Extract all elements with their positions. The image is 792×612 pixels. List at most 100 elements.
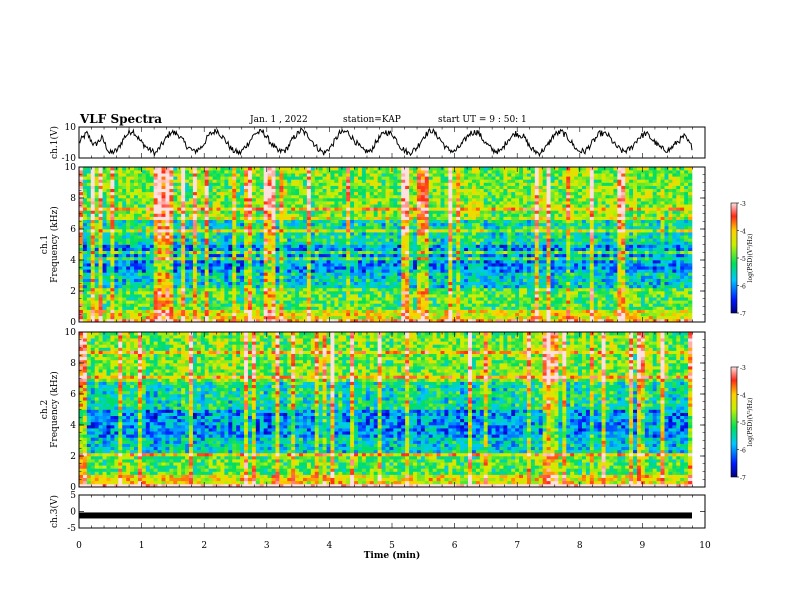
spectrogram-cell	[456, 241, 461, 245]
spectrogram-cell	[228, 294, 233, 298]
spectrogram-cell	[251, 260, 257, 264]
spectrogram-cell	[98, 235, 103, 239]
spectrogram-cell	[263, 225, 268, 230]
spectrogram-cell	[275, 303, 280, 307]
spectrogram-cell	[385, 291, 390, 295]
spectrogram-cell	[263, 260, 268, 264]
spectrogram-cell	[416, 269, 422, 273]
spectrogram-cell	[373, 247, 378, 251]
spectrogram-cell	[672, 287, 677, 292]
spectrogram-cell	[342, 315, 347, 320]
spectrogram-cell	[86, 318, 92, 323]
spectrogram-cell	[648, 281, 654, 286]
spectrogram-cell	[475, 266, 481, 270]
spectrogram-cell	[672, 232, 677, 236]
spectrogram-cell	[365, 238, 371, 242]
spectrogram-cell	[648, 275, 654, 279]
spectrogram-cell	[122, 269, 127, 273]
spectrogram-cell	[680, 269, 685, 273]
spectrogram-cell	[672, 241, 677, 245]
spectrogram-cell	[636, 294, 642, 298]
spectrogram-cell	[507, 300, 512, 304]
spectrogram-cell	[511, 303, 516, 307]
spectrogram-cell	[393, 229, 398, 233]
spectrogram-cell	[373, 250, 378, 255]
spectrogram-cell	[330, 244, 335, 248]
spectrogram-cell	[169, 225, 174, 230]
spectrogram-cell	[597, 318, 602, 323]
spectrogram-cell	[192, 306, 198, 310]
spectrogram-cell	[597, 312, 602, 317]
spectrogram-cell	[444, 284, 449, 289]
spectrogram-cell	[464, 229, 469, 233]
spectrogram-cell	[581, 278, 587, 282]
spectrogram-cell	[487, 278, 492, 282]
spectrogram-cell	[684, 250, 689, 255]
spectrogram-cell	[283, 250, 288, 255]
spectrogram-cell	[247, 294, 253, 298]
spectrogram-cell	[432, 253, 437, 258]
spectrogram-cell	[322, 269, 327, 273]
spectrogram-cell	[279, 247, 284, 251]
spectrogram-cell	[259, 312, 264, 317]
spectrogram-cell	[397, 309, 402, 313]
spectrogram-cell	[471, 244, 477, 248]
spectrogram-cell	[342, 222, 347, 227]
spectrogram-cell	[432, 260, 437, 264]
spectrogram-cell	[251, 269, 257, 273]
spectrogram-cell	[373, 284, 378, 289]
spectrogram-cell	[656, 244, 661, 248]
spectrogram-cell	[369, 306, 375, 310]
spectrogram-cell	[589, 294, 595, 298]
spectrogram-cell	[326, 253, 331, 258]
spectrogram-cell	[173, 303, 178, 307]
spectrogram-cell	[118, 303, 123, 307]
spectrogram-cell	[102, 275, 107, 279]
spectrogram-cell	[420, 256, 426, 261]
spectrogram-cell	[134, 222, 139, 227]
spectrogram-cell	[570, 244, 575, 248]
spectrogram-cell	[393, 222, 398, 227]
spectrogram-cell	[365, 256, 371, 261]
spectrogram-cell	[295, 297, 300, 301]
spectrogram-cell	[479, 232, 485, 236]
spectrogram-cell	[208, 275, 213, 279]
spectrogram-cell	[365, 232, 371, 236]
spectrogram-cell	[511, 241, 516, 245]
spectrogram-cell	[244, 232, 249, 236]
spectrogram-cell	[676, 272, 681, 276]
spectrogram-cell	[247, 260, 253, 264]
spectrogram-cell	[98, 315, 103, 320]
spectrogram-cell	[279, 278, 284, 282]
spectrogram-cell	[338, 297, 343, 301]
spectrogram-cell	[526, 244, 532, 248]
spectrogram-cell	[204, 306, 209, 310]
spectrogram-cell	[137, 263, 143, 267]
spectrogram-cell	[216, 315, 221, 320]
spectrogram-cell	[381, 312, 386, 317]
spectrogram-cell	[483, 297, 488, 301]
spectrogram-cell	[460, 225, 465, 230]
spectrogram-cell	[554, 315, 559, 320]
spectrogram-cell	[684, 278, 689, 282]
spectrogram-cell	[330, 241, 335, 245]
spectrogram-cell	[283, 297, 288, 301]
spectrogram-cell	[82, 269, 88, 273]
spectrogram-cell	[550, 315, 555, 320]
spectrogram-cell	[688, 284, 693, 289]
spectrogram-cell	[220, 281, 225, 286]
spectrogram-cell	[688, 238, 693, 242]
spectrogram-cell	[558, 303, 563, 307]
spectrogram-cell	[562, 232, 567, 236]
spectrogram-cell	[134, 318, 139, 323]
spectrogram-cell	[562, 275, 567, 279]
spectrogram-cell	[251, 238, 257, 242]
spectrogram-cell	[652, 244, 657, 248]
spectrogram-cell	[397, 303, 402, 307]
spectrogram-cell	[181, 297, 186, 301]
spectrogram-cell	[538, 272, 543, 276]
spectrogram-cell	[377, 275, 382, 279]
spectrogram-cell	[106, 256, 111, 261]
spectrogram-cell	[118, 275, 123, 279]
spectrogram-cell	[684, 269, 689, 273]
